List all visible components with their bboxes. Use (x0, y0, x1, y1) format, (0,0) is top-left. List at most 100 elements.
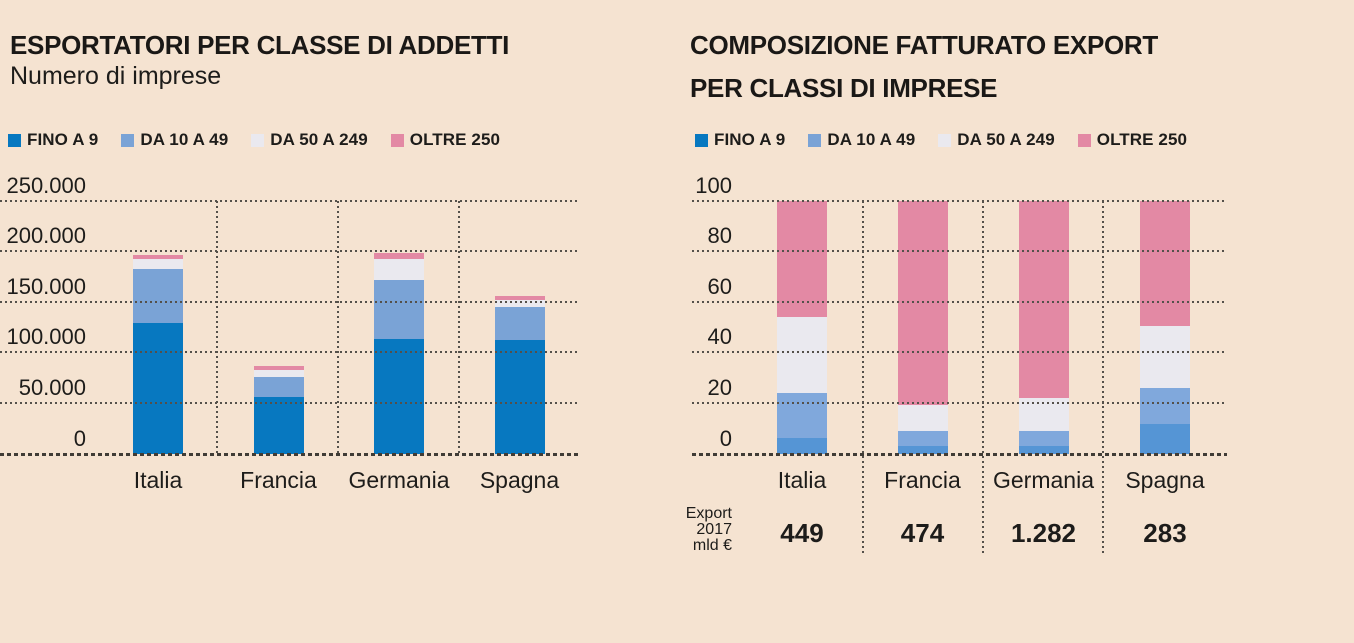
legend-label: FINO A 9 (714, 130, 786, 149)
column-separator (337, 200, 339, 454)
legend-item: DA 50 A 249 (251, 130, 368, 150)
chart-title: ESPORTATORI PER CLASSE DI ADDETTI (10, 30, 510, 60)
y-tick-label: 150.000 (6, 273, 86, 299)
legend-swatch (1077, 133, 1091, 147)
legend-label: OLTRE 250 (409, 130, 501, 149)
bar-segment-italia-da-50-a-249 (777, 317, 827, 393)
column-separator (1102, 200, 1104, 555)
bar-segment-italia-fino-a-9 (777, 438, 827, 454)
legend-swatch (121, 133, 135, 147)
bar-segment-spagna-da-10-a-49 (494, 307, 545, 340)
bar-segment-italia-da-10-a-49 (133, 269, 183, 323)
footer-export-value: 474 (900, 518, 945, 548)
chart-title: COMPOSIZIONE FATTURATO EXPORT PER CLASSI … (690, 24, 1158, 110)
gridline (0, 351, 578, 354)
legend-label: OLTRE 250 (1096, 130, 1188, 149)
legend: FINO A 9 DA 10 A 49 DA 50 A 249 OLTRE 250 (695, 130, 1187, 150)
bar-segment-germania-fino-a-9 (1018, 446, 1069, 454)
category-label: Francia (884, 467, 961, 493)
bar-segment-germania-oltre-250 (1018, 201, 1069, 398)
legend: FINO A 9 DA 10 A 49 DA 50 A 249 OLTRE 250 (8, 130, 500, 150)
gridline (0, 250, 578, 253)
category-label: Francia (240, 467, 317, 493)
bar-segment-francia-da-50-a-249 (897, 405, 948, 431)
bar-segment-spagna-fino-a-9 (1140, 424, 1190, 454)
category-label: Germania (348, 467, 450, 493)
chart-title-line-2: PER CLASSI DI IMPRESE (690, 73, 998, 103)
zero-axis-line (692, 452, 1227, 456)
bar-segment-francia-oltre-250 (897, 201, 948, 405)
gridline (692, 300, 1227, 303)
y-tick-label: 60 (707, 273, 732, 299)
gridline (0, 199, 578, 202)
chart-title-line-1: COMPOSIZIONE FATTURATO EXPORT (690, 30, 1158, 60)
gridline (0, 300, 578, 303)
legend-item: DA 10 A 49 (808, 130, 915, 150)
legend-swatch (808, 133, 822, 147)
legend-item: DA 10 A 49 (121, 130, 228, 150)
bar-segment-germania-da-50-a-249 (374, 259, 424, 280)
footer-export-value: 449 (780, 518, 824, 548)
legend-label: DA 50 A 249 (270, 130, 368, 149)
y-tick-label: 0 (719, 425, 732, 451)
bar-segment-spagna-fino-a-9 (494, 340, 545, 454)
bar-segment-francia-da-50-a-249 (253, 370, 304, 377)
category-label: Spagna (1125, 467, 1205, 493)
gridline (692, 199, 1227, 202)
bar-segment-spagna-da-50-a-249 (1140, 326, 1190, 388)
gridline (0, 401, 578, 404)
bar-segment-italia-da-50-a-249 (133, 259, 183, 269)
bar-segment-spagna-oltre-250 (1140, 201, 1190, 326)
gridline (692, 351, 1227, 354)
bar-segment-francia-fino-a-9 (897, 446, 948, 454)
gridline (692, 401, 1227, 404)
bar-segment-spagna-da-50-a-249 (494, 300, 545, 307)
legend-swatch (8, 133, 21, 147)
bar-segment-germania-fino-a-9 (374, 339, 424, 454)
bar-segment-italia-oltre-250 (777, 201, 827, 317)
zero-axis-line (0, 452, 578, 456)
bar-segment-spagna-oltre-250 (494, 296, 545, 300)
chart-subtitle: Numero di imprese (10, 62, 222, 90)
legend-label: DA 50 A 249 (957, 130, 1055, 149)
bar-segment-germania-da-10-a-49 (1018, 431, 1069, 446)
gridline (692, 250, 1227, 253)
y-tick-label: 40 (707, 324, 732, 350)
legend-item: DA 50 A 249 (938, 130, 1055, 150)
footer-row-label: Export 2017 mld € (685, 505, 732, 554)
category-label: Italia (777, 467, 827, 493)
legend-item: FINO A 9 (695, 130, 785, 150)
bar-segment-francia-da-10-a-49 (253, 377, 304, 397)
y-tick-label: 200.000 (6, 223, 86, 249)
column-separator (862, 200, 864, 555)
bar-segment-spagna-da-10-a-49 (1140, 388, 1190, 424)
legend-label: DA 10 A 49 (140, 130, 229, 149)
legend-item: FINO A 9 (8, 130, 98, 150)
bar-segment-italia-fino-a-9 (133, 323, 183, 454)
footer-export-value: 283 (1143, 518, 1187, 548)
category-label: Italia (133, 467, 183, 493)
legend-item: OLTRE 250 (390, 130, 501, 150)
y-tick-label: 100.000 (6, 324, 86, 350)
legend-swatch (251, 133, 265, 147)
y-tick-label: 250.000 (6, 172, 86, 198)
footer-export-value: 1.282 (1010, 518, 1077, 548)
legend-swatch (695, 133, 708, 147)
y-tick-label: 100 (695, 172, 732, 198)
column-separator (458, 200, 460, 454)
legend-swatch (390, 133, 404, 147)
legend-item: OLTRE 250 (1077, 130, 1188, 150)
bar-segment-francia-oltre-250 (253, 366, 304, 370)
category-label: Germania (993, 467, 1094, 493)
y-tick-label: 20 (707, 374, 732, 400)
column-separator (982, 200, 984, 555)
bar-segment-germania-da-10-a-49 (374, 280, 424, 339)
bar-segment-francia-da-10-a-49 (897, 431, 948, 446)
column-separator (216, 200, 218, 454)
legend-swatch (938, 133, 952, 147)
y-tick-label: 50.000 (18, 374, 86, 400)
bar-segment-italia-oltre-250 (133, 255, 183, 259)
bar-segment-francia-fino-a-9 (253, 397, 304, 454)
legend-label: DA 10 A 49 (827, 130, 916, 149)
